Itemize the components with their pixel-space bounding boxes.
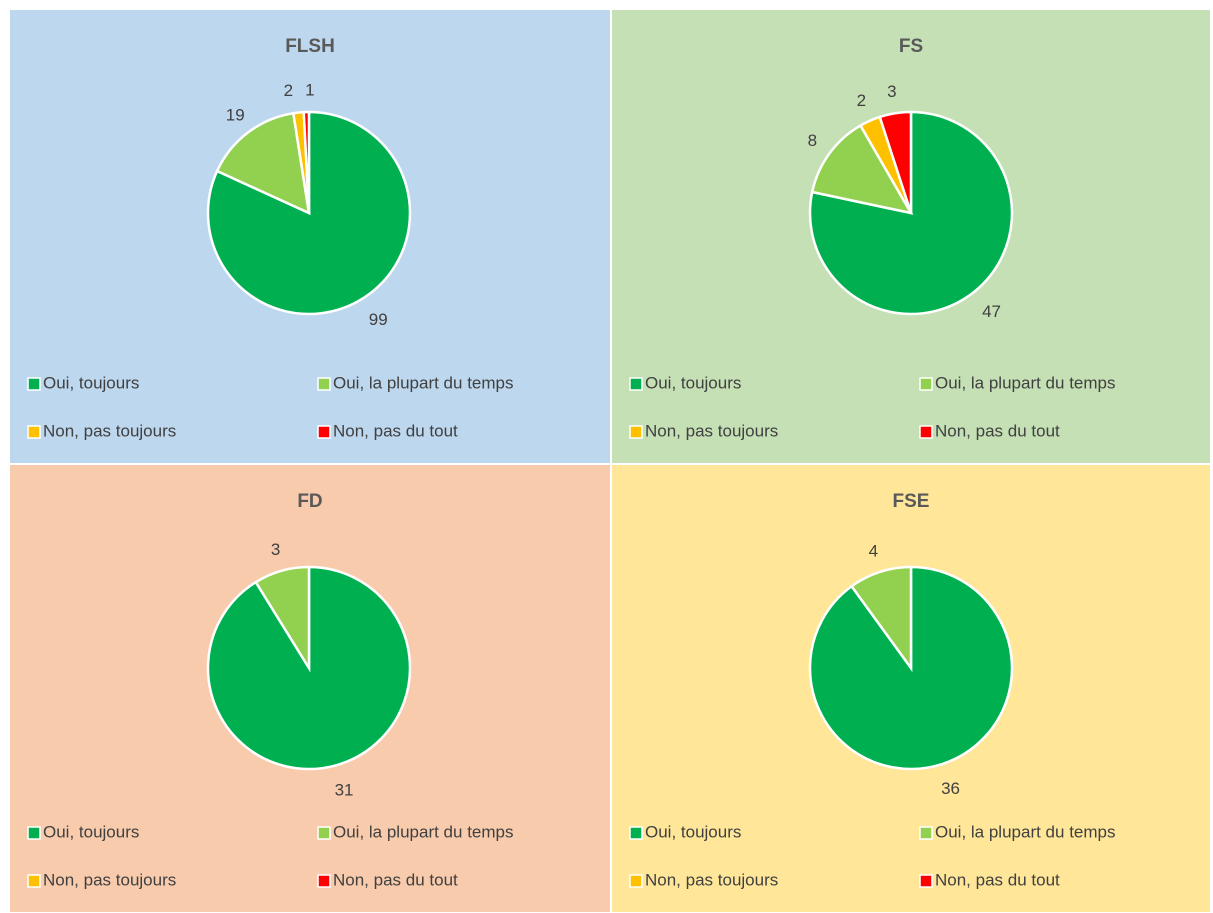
legend-marker [629, 826, 643, 840]
legend-label: Non, pas du tout [333, 421, 458, 440]
data-label: 2 [857, 91, 866, 110]
pie-slice [849, 565, 913, 672]
pie-slice [878, 110, 913, 214]
legend-marker [919, 425, 933, 439]
legend-label: Oui, la plupart du temps [935, 373, 1115, 392]
legend-marker [919, 826, 933, 840]
legend-label: Oui, toujours [43, 373, 139, 392]
legend-label: Non, pas toujours [43, 421, 176, 440]
data-label: 31 [335, 781, 354, 800]
legend-marker [27, 826, 41, 840]
data-label: 8 [808, 131, 817, 150]
chart-title: FSE [893, 491, 930, 512]
legend-label: Non, pas toujours [645, 421, 778, 440]
legend-marker [27, 425, 41, 439]
pie-slice [810, 123, 914, 215]
chart-title: FS [899, 36, 923, 57]
legend-marker [919, 377, 933, 391]
data-label: 3 [887, 82, 896, 101]
legend-marker [27, 377, 41, 391]
legend-marker [27, 874, 41, 888]
legend-label: Non, pas toujours [43, 870, 176, 889]
legend-marker [629, 425, 643, 439]
data-label: 2 [284, 81, 293, 100]
chart-title: FD [297, 491, 322, 512]
data-label: 47 [982, 302, 1001, 321]
legend-label: Oui, la plupart du temps [333, 373, 513, 392]
legend-label: Non, pas du tout [935, 870, 1060, 889]
legend-marker [317, 377, 331, 391]
pie-slice [215, 111, 311, 216]
legend-marker [919, 874, 933, 888]
data-label: 3 [271, 540, 280, 559]
legend-marker [629, 377, 643, 391]
data-label: 99 [369, 310, 388, 329]
data-label: 1 [305, 81, 314, 100]
legend-label: Oui, toujours [43, 822, 139, 841]
data-label: 4 [869, 541, 878, 560]
legend-label: Non, pas toujours [645, 870, 778, 889]
legend-label: Oui, toujours [645, 822, 741, 841]
legend-label: Oui, toujours [645, 373, 741, 392]
legend-marker [317, 425, 331, 439]
legend-label: Oui, la plupart du temps [333, 822, 513, 841]
legend-marker [317, 826, 331, 840]
pie-slice [302, 110, 311, 214]
legend-marker [629, 874, 643, 888]
data-label: 19 [226, 105, 245, 124]
legend-label: Non, pas du tout [333, 870, 458, 889]
legend-label: Oui, la plupart du temps [935, 822, 1115, 841]
legend-marker [317, 874, 331, 888]
legend-label: Non, pas du tout [935, 421, 1060, 440]
chart-title: FLSH [285, 36, 335, 57]
data-label: 36 [941, 779, 960, 798]
pie-slice [254, 565, 311, 673]
